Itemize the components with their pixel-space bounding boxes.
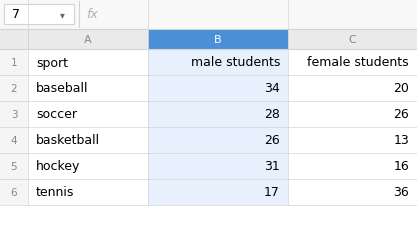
Bar (148, 76, 288, 101)
Text: basketball: basketball (36, 134, 100, 147)
Text: 34: 34 (264, 82, 280, 95)
Bar (28, 30, 148, 50)
Text: 1: 1 (11, 58, 18, 68)
Bar (0, 30, 28, 50)
Text: 4: 4 (11, 135, 18, 145)
Text: 31: 31 (264, 160, 280, 173)
Text: baseball: baseball (36, 82, 88, 95)
Text: 17: 17 (264, 186, 280, 199)
Text: 13: 13 (393, 134, 409, 147)
Text: male students: male students (191, 56, 280, 69)
Bar (28, 153, 148, 179)
Bar (0, 179, 28, 205)
Text: ▾: ▾ (60, 10, 65, 20)
Bar (0, 50, 28, 76)
Bar (28, 101, 148, 128)
Text: 7: 7 (12, 8, 20, 21)
Bar (148, 50, 288, 76)
Text: tennis: tennis (36, 186, 74, 199)
Text: 6: 6 (11, 187, 18, 197)
Text: soccer: soccer (36, 108, 77, 121)
Text: hockey: hockey (36, 160, 80, 173)
Bar (28, 50, 148, 76)
Bar (0, 153, 28, 179)
Bar (288, 101, 417, 128)
Text: 26: 26 (393, 108, 409, 121)
Text: A: A (84, 35, 92, 45)
Bar (288, 153, 417, 179)
Bar (148, 153, 288, 179)
Bar (28, 179, 148, 205)
Bar (0, 128, 28, 153)
Bar (148, 128, 288, 153)
Text: 36: 36 (393, 186, 409, 199)
Bar (4, 5, 74, 25)
Bar (28, 128, 148, 153)
Bar (0, 0, 417, 30)
Bar (28, 76, 148, 101)
Text: B: B (214, 35, 222, 45)
Text: 3: 3 (11, 109, 18, 120)
Bar (288, 50, 417, 76)
Text: sport: sport (36, 56, 68, 69)
Text: fx: fx (86, 8, 98, 21)
Bar (0, 76, 28, 101)
Text: 5: 5 (11, 161, 18, 171)
Text: C: C (348, 35, 356, 45)
Text: 20: 20 (393, 82, 409, 95)
Text: 2: 2 (11, 84, 18, 94)
Bar (148, 179, 288, 205)
Text: 16: 16 (393, 160, 409, 173)
Bar (0, 101, 28, 128)
Bar (288, 179, 417, 205)
Bar (148, 101, 288, 128)
Text: female students: female students (307, 56, 409, 69)
Text: 26: 26 (264, 134, 280, 147)
Bar (288, 76, 417, 101)
Bar (148, 30, 288, 50)
Text: 28: 28 (264, 108, 280, 121)
Bar (288, 30, 417, 50)
Bar (288, 128, 417, 153)
